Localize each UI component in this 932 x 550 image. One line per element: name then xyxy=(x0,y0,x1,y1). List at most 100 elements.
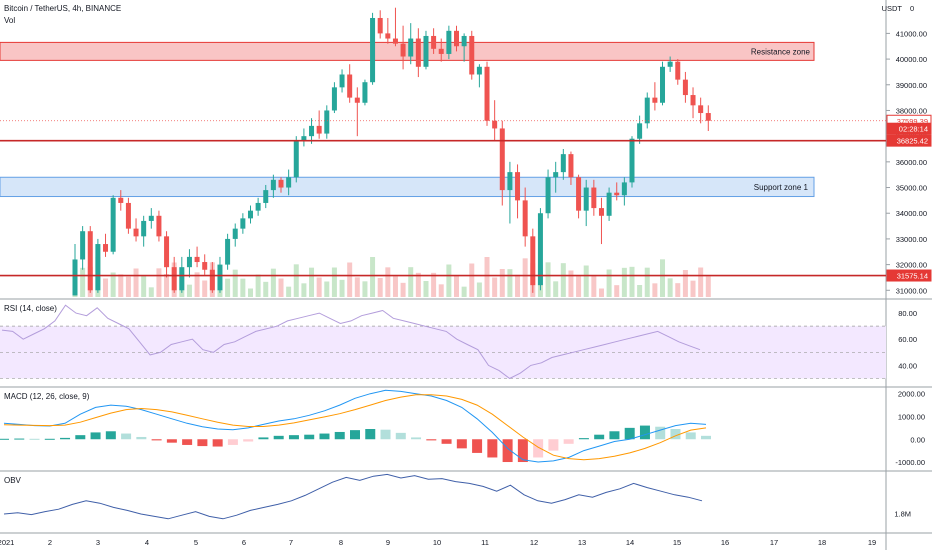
candle-body[interactable] xyxy=(293,141,299,178)
candle-body[interactable] xyxy=(255,202,261,211)
candle-body[interactable] xyxy=(133,228,139,237)
volume-bar xyxy=(263,281,269,297)
candle-body[interactable] xyxy=(202,262,208,270)
candle-body[interactable] xyxy=(103,244,109,252)
candle-body[interactable] xyxy=(545,177,551,214)
candle-body[interactable] xyxy=(324,110,330,134)
candle-body[interactable] xyxy=(400,43,406,57)
candle-body[interactable] xyxy=(690,95,696,106)
macd-histogram-bar xyxy=(182,439,193,445)
symbol-title[interactable]: Bitcoin / TetherUS, 4h, BINANCE xyxy=(4,4,121,13)
candle-body[interactable] xyxy=(698,105,704,114)
candle-body[interactable] xyxy=(80,231,86,260)
candle-body[interactable] xyxy=(370,17,376,83)
candle-body[interactable] xyxy=(125,202,131,229)
candle-body[interactable] xyxy=(377,17,383,34)
candle-body[interactable] xyxy=(492,120,498,129)
candle-body[interactable] xyxy=(598,208,604,216)
candle-body[interactable] xyxy=(522,200,528,237)
candle-body[interactable] xyxy=(286,177,292,188)
candle-body[interactable] xyxy=(499,128,505,191)
candle-body[interactable] xyxy=(614,192,620,196)
candle-body[interactable] xyxy=(583,187,589,211)
candle-body[interactable] xyxy=(247,210,253,219)
volume-bar xyxy=(446,264,452,297)
candle-body[interactable] xyxy=(553,172,559,178)
candles[interactable] xyxy=(72,7,711,296)
candle-body[interactable] xyxy=(316,125,322,134)
candle-body[interactable] xyxy=(629,138,635,183)
candle-body[interactable] xyxy=(591,187,597,209)
candle-body[interactable] xyxy=(141,220,147,237)
candle-body[interactable] xyxy=(461,35,467,47)
candle-body[interactable] xyxy=(682,79,688,96)
candle-body[interactable] xyxy=(652,97,658,103)
volume-bar xyxy=(454,276,459,297)
candle-body[interactable] xyxy=(194,256,200,263)
candle-body[interactable] xyxy=(186,256,192,268)
candle-body[interactable] xyxy=(606,192,612,216)
candle-body[interactable] xyxy=(530,236,536,286)
candle-body[interactable] xyxy=(423,35,429,67)
candle-body[interactable] xyxy=(515,172,521,201)
candle-body[interactable] xyxy=(331,87,337,111)
candle-body[interactable] xyxy=(278,179,284,188)
candle-body[interactable] xyxy=(118,197,124,203)
volume-bar xyxy=(591,275,597,297)
candle-body[interactable] xyxy=(667,61,673,67)
rsi-title[interactable]: RSI (14, close) xyxy=(4,304,57,313)
candle-body[interactable] xyxy=(560,154,566,173)
candle-body[interactable] xyxy=(209,269,215,291)
obv-title[interactable]: OBV xyxy=(4,476,22,485)
candle-body[interactable] xyxy=(446,30,452,54)
candle-body[interactable] xyxy=(339,74,345,88)
candle-body[interactable] xyxy=(87,231,93,291)
candle-body[interactable] xyxy=(156,215,162,237)
candle-body[interactable] xyxy=(537,213,543,286)
candle-body[interactable] xyxy=(232,228,238,239)
volume-bar xyxy=(690,280,696,297)
candle-body[interactable] xyxy=(660,66,666,103)
candle-body[interactable] xyxy=(431,35,437,49)
candle-body[interactable] xyxy=(469,35,475,75)
candle-body[interactable] xyxy=(301,136,307,142)
candle-body[interactable] xyxy=(148,215,154,221)
candle-body[interactable] xyxy=(270,179,276,191)
candle-body[interactable] xyxy=(347,74,353,98)
candle-body[interactable] xyxy=(309,125,315,137)
candle-body[interactable] xyxy=(621,182,627,196)
candle-body[interactable] xyxy=(164,236,170,268)
candle-body[interactable] xyxy=(476,66,482,75)
candle-body[interactable] xyxy=(415,38,421,67)
candle-body[interactable] xyxy=(225,238,231,265)
candle-body[interactable] xyxy=(637,123,643,139)
candle-body[interactable] xyxy=(179,267,185,291)
candle-body[interactable] xyxy=(263,190,269,203)
candle-body[interactable] xyxy=(576,177,582,211)
candle-body[interactable] xyxy=(568,154,574,178)
candle-body[interactable] xyxy=(644,97,650,124)
price-axis[interactable]: 31000.00 32000.00 33000.00 34000.00 35000.00… xyxy=(886,29,932,295)
candle-body[interactable] xyxy=(438,48,444,54)
candle-body[interactable] xyxy=(110,197,116,252)
candle-body[interactable] xyxy=(362,82,368,103)
candle-body[interactable] xyxy=(385,33,391,39)
candle-body[interactable] xyxy=(354,97,360,103)
horizontal-levels[interactable] xyxy=(0,120,886,277)
candle-body[interactable] xyxy=(72,259,78,296)
candle-body[interactable] xyxy=(240,218,246,229)
candle-body[interactable] xyxy=(454,30,459,47)
candle-body[interactable] xyxy=(171,267,177,291)
candle-body[interactable] xyxy=(484,66,490,121)
candle-body[interactable] xyxy=(408,38,414,57)
candle-body[interactable] xyxy=(95,244,101,291)
candle-body[interactable] xyxy=(675,61,681,80)
candle-body[interactable] xyxy=(392,38,398,44)
volume-bar xyxy=(293,264,299,297)
candle-body[interactable] xyxy=(507,172,513,191)
time-axis[interactable]: 2021 2 3 4 5 6 7 8 9 10 11 12 13 14 15 16 17 18 19 xyxy=(0,538,876,547)
candle-body[interactable] xyxy=(217,264,223,291)
macd-title[interactable]: MACD (12, 26, close, 9) xyxy=(4,392,90,401)
candle-body[interactable] xyxy=(705,113,711,121)
